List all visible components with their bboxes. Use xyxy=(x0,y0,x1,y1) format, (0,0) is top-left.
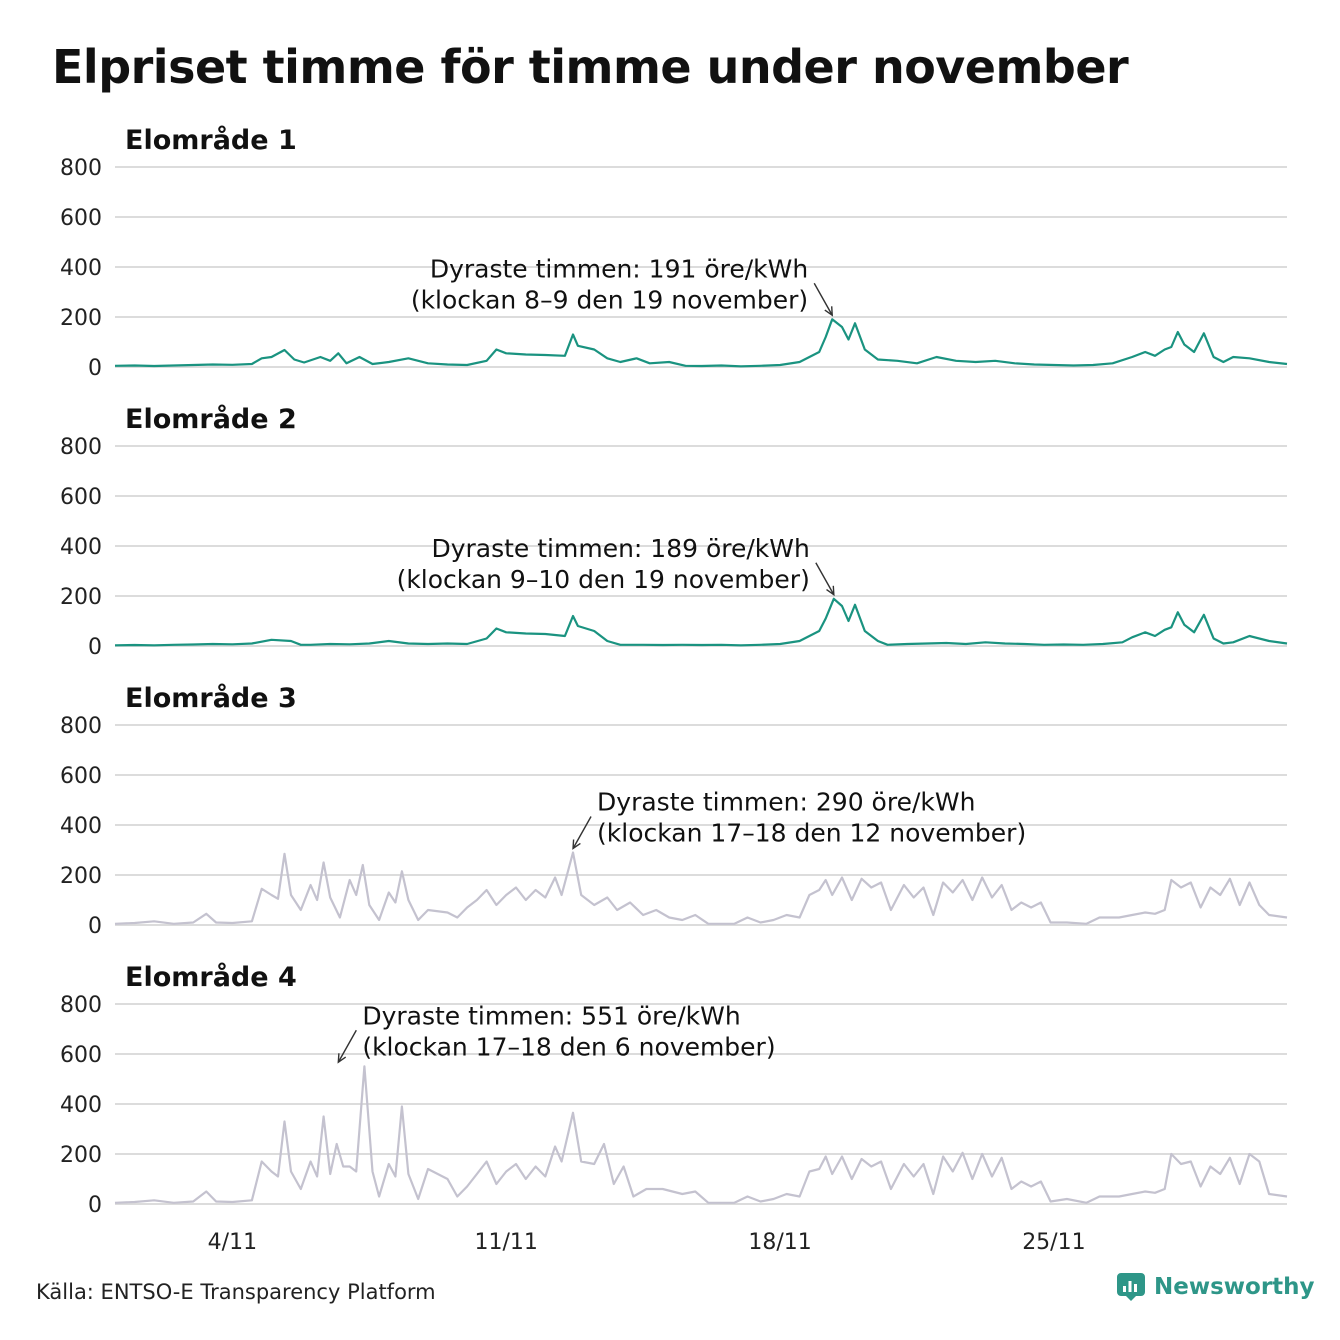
y-tick-label: 0 xyxy=(88,914,102,939)
y-tick-label: 400 xyxy=(60,256,102,281)
y-tick-label: 400 xyxy=(60,535,102,560)
y-tick-label: 200 xyxy=(60,1143,102,1168)
y-tick-label: 800 xyxy=(60,993,102,1018)
y-tick-label: 600 xyxy=(60,1043,102,1068)
panel-title: Elområde 3 xyxy=(125,682,297,714)
source-note: Källa: ENTSO-E Transparency Platform xyxy=(36,1280,436,1304)
annotation-arrowhead xyxy=(572,839,581,850)
y-tick-label: 200 xyxy=(60,306,102,331)
panel-title: Elområde 2 xyxy=(125,403,297,435)
y-tick-label: 600 xyxy=(60,764,102,789)
y-tick-label: 200 xyxy=(60,585,102,610)
x-tick-label: 4/11 xyxy=(208,1230,257,1255)
x-tick-label: 18/11 xyxy=(748,1230,811,1255)
chart-title: Elpriset timme för timme under november xyxy=(52,40,1129,94)
annotation-arrowhead xyxy=(337,1053,347,1064)
annotation-line-1: Dyraste timmen: 290 öre/kWh xyxy=(597,788,975,817)
annotation-arrow xyxy=(813,282,833,316)
panel-title: Elområde 1 xyxy=(125,124,297,156)
annotation-line-2: (klockan 17–18 den 12 november) xyxy=(597,819,1026,848)
y-tick-label: 400 xyxy=(60,1093,102,1118)
annotation-line-1: Dyraste timmen: 191 öre/kWh xyxy=(430,254,808,283)
y-tick-label: 200 xyxy=(60,864,102,889)
annotation-arrow xyxy=(337,1029,357,1063)
newsworthy-logo: Newsworthy xyxy=(1116,1272,1315,1302)
annotation-arrow xyxy=(815,562,835,596)
annotation-arrowhead xyxy=(826,585,835,597)
newsworthy-logo-text: Newsworthy xyxy=(1154,1274,1315,1300)
annotation-line-1: Dyraste timmen: 551 öre/kWh xyxy=(362,1001,740,1030)
panel-title: Elområde 4 xyxy=(125,961,297,993)
annotation-line-1: Dyraste timmen: 189 öre/kWh xyxy=(431,534,809,563)
y-tick-label: 800 xyxy=(60,435,102,460)
series-line xyxy=(114,1065,1288,1204)
y-tick-label: 0 xyxy=(88,1193,102,1218)
series-line xyxy=(114,851,1288,925)
annotation-arrow xyxy=(572,816,592,849)
x-tick-label: 25/11 xyxy=(1022,1230,1085,1255)
y-tick-label: 800 xyxy=(60,156,102,181)
annotation-line-2: (klockan 17–18 den 6 november) xyxy=(362,1032,775,1061)
y-tick-label: 600 xyxy=(60,485,102,510)
x-tick-label: 11/11 xyxy=(475,1230,538,1255)
series-line xyxy=(114,597,1288,647)
annotation-arrowhead xyxy=(824,306,834,317)
y-tick-label: 400 xyxy=(60,814,102,839)
y-tick-label: 600 xyxy=(60,206,102,231)
y-tick-label: 800 xyxy=(60,714,102,739)
annotation-line-2: (klockan 9–10 den 19 november) xyxy=(397,565,810,594)
y-tick-label: 0 xyxy=(88,356,102,381)
annotation-line-2: (klockan 8–9 den 19 november) xyxy=(411,285,808,314)
newsworthy-logo-icon xyxy=(1117,1273,1145,1301)
y-tick-label: 0 xyxy=(88,635,102,660)
series-line xyxy=(114,318,1288,368)
